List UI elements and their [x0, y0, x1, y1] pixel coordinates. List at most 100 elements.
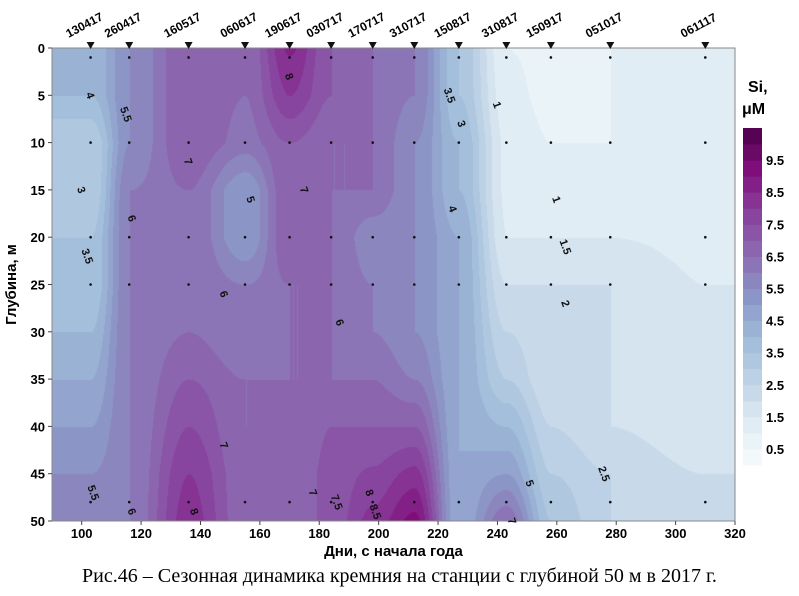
sample-point [549, 500, 553, 504]
sample-point [89, 56, 92, 59]
y-tick-label: 15 [31, 183, 45, 198]
station-marker [701, 42, 710, 49]
colorbar-swatch [743, 160, 762, 177]
y-tick-label: 10 [31, 136, 45, 151]
sample-point [608, 283, 612, 286]
colorbar-swatch [743, 416, 762, 434]
sample-point [371, 56, 375, 59]
station-marker [327, 42, 336, 49]
contour-label: 7 [297, 185, 310, 195]
colorbar-tick-label: 9.5 [766, 153, 784, 168]
y-tick-label: 25 [31, 278, 45, 293]
colorbar-swatch [743, 224, 762, 241]
sample-point [412, 141, 416, 144]
colorbar-swatch [743, 336, 762, 354]
colorbar-unit: μM [742, 101, 765, 118]
contour-label: 5 [522, 479, 535, 489]
station-marker [241, 42, 250, 49]
sample-point [608, 235, 612, 239]
sample-point [457, 283, 461, 286]
sample-point [704, 283, 707, 286]
colorbar-title: Si, [748, 79, 768, 96]
contour-label: 3 [74, 185, 87, 195]
colorbar-swatch [743, 288, 762, 306]
sample-point [329, 235, 333, 239]
figure-caption: Рис.46 – Сезонная динамика кремния на ст… [82, 565, 717, 587]
station-label: 030717 [304, 9, 346, 40]
contour-label: 2.5 [595, 465, 612, 483]
x-axis-label: Дни, с начала года [324, 543, 463, 560]
sample-point [243, 235, 247, 239]
sample-point [329, 56, 333, 59]
sample-point [127, 141, 131, 144]
station-marker [125, 42, 134, 49]
station-label: 160517 [161, 9, 203, 40]
sample-point [187, 235, 190, 239]
sample-point [127, 283, 131, 286]
sample-point [412, 500, 416, 504]
station-marker [502, 42, 511, 49]
sample-point [371, 235, 375, 239]
colorbar-tick-label: 2.5 [766, 378, 784, 393]
sample-point [505, 235, 508, 239]
colorbar-swatch [743, 384, 762, 402]
sample-point [187, 141, 190, 144]
colorbar-tick-label: 6.5 [766, 249, 784, 264]
colorbar-tick-label: 5.5 [766, 281, 784, 296]
station-label: 061117 [678, 10, 719, 41]
x-tick-label: 260 [546, 526, 568, 541]
contour-label: 8.5 [366, 503, 383, 521]
y-tick-label: 0 [38, 41, 45, 56]
sample-point [187, 283, 190, 286]
sample-point [457, 56, 461, 59]
station-label: 130417 [63, 9, 105, 40]
contour-label: 1 [490, 100, 503, 110]
station-marker [184, 42, 193, 49]
sample-point [243, 56, 247, 59]
y-tick-label: 35 [31, 372, 45, 387]
sample-point [704, 235, 707, 239]
station-label: 310817 [479, 9, 521, 40]
sample-point [412, 235, 416, 239]
sample-point [329, 500, 333, 504]
sample-point [505, 56, 508, 59]
y-tick-label: 45 [31, 467, 45, 482]
station-label: 310717 [387, 9, 429, 40]
contour-label: 8 [282, 72, 295, 82]
contour-label: 6 [217, 289, 230, 299]
sample-point [704, 141, 707, 144]
colorbar-swatch [743, 128, 762, 145]
contour-label: 3.5 [441, 86, 458, 104]
sample-point [288, 141, 291, 144]
colorbar-swatch [743, 192, 762, 209]
contour-label: 7 [181, 157, 194, 167]
sample-point [243, 141, 247, 144]
colorbar-swatch [743, 208, 762, 225]
sample-point [329, 141, 333, 144]
sample-point [412, 283, 416, 286]
station-marker [606, 42, 615, 49]
sample-point [89, 500, 92, 504]
contour-label: 7 [306, 488, 319, 498]
station-marker [546, 42, 555, 49]
contour-label: 7 [217, 441, 230, 451]
sample-point [412, 56, 416, 59]
colorbar-swatch [743, 432, 762, 450]
contour-label: 8 [187, 507, 200, 517]
sample-point [288, 56, 291, 59]
colorbar-swatch [743, 272, 762, 289]
sample-point [505, 141, 508, 144]
station-label: 260417 [102, 9, 144, 40]
y-axis-label: Глубина, м [3, 244, 20, 325]
sample-point [549, 141, 553, 144]
sample-point [704, 56, 707, 59]
sample-point [608, 141, 612, 144]
contour-label: 5 [243, 195, 256, 205]
x-tick-label: 240 [487, 526, 509, 541]
contour-label: 7 [505, 516, 518, 526]
sample-point [243, 283, 247, 286]
x-tick-label: 160 [249, 526, 271, 541]
contour-label: 6 [125, 214, 138, 224]
x-tick-label: 120 [130, 526, 152, 541]
sample-point [288, 283, 291, 286]
